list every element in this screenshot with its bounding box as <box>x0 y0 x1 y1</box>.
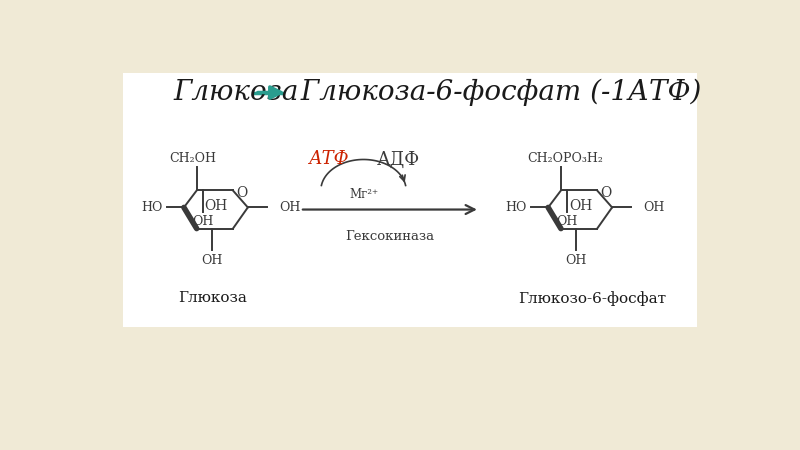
Text: Глюкоза: Глюкоза <box>174 79 308 106</box>
FancyBboxPatch shape <box>123 73 697 327</box>
Text: O: O <box>601 186 612 200</box>
Text: OH: OH <box>205 199 228 213</box>
Text: OH: OH <box>279 201 300 214</box>
Text: Mг²⁺: Mг²⁺ <box>349 188 378 201</box>
Text: HO: HO <box>141 201 162 214</box>
Text: CH₂OPO₃H₂: CH₂OPO₃H₂ <box>527 152 602 165</box>
Text: Глюкоза-6-фосфат (-1АТФ): Глюкоза-6-фосфат (-1АТФ) <box>292 79 702 106</box>
Text: OH: OH <box>566 254 587 267</box>
Text: OH: OH <box>192 215 214 228</box>
Text: OH: OH <box>643 201 665 214</box>
Text: CH₂OH: CH₂OH <box>170 152 216 165</box>
Text: АДФ: АДФ <box>377 150 420 168</box>
Text: АТФ: АТФ <box>308 150 349 168</box>
Text: OH: OH <box>557 215 578 228</box>
Text: HO: HO <box>505 201 526 214</box>
Text: OH: OH <box>569 199 592 213</box>
Text: Глюкозо-6-фосфат: Глюкозо-6-фосфат <box>518 291 666 306</box>
Text: Глюкоза: Глюкоза <box>178 291 247 305</box>
Text: Гексокиназа: Гексокиназа <box>346 230 434 243</box>
Text: O: O <box>236 186 247 200</box>
Text: OH: OH <box>202 254 223 267</box>
